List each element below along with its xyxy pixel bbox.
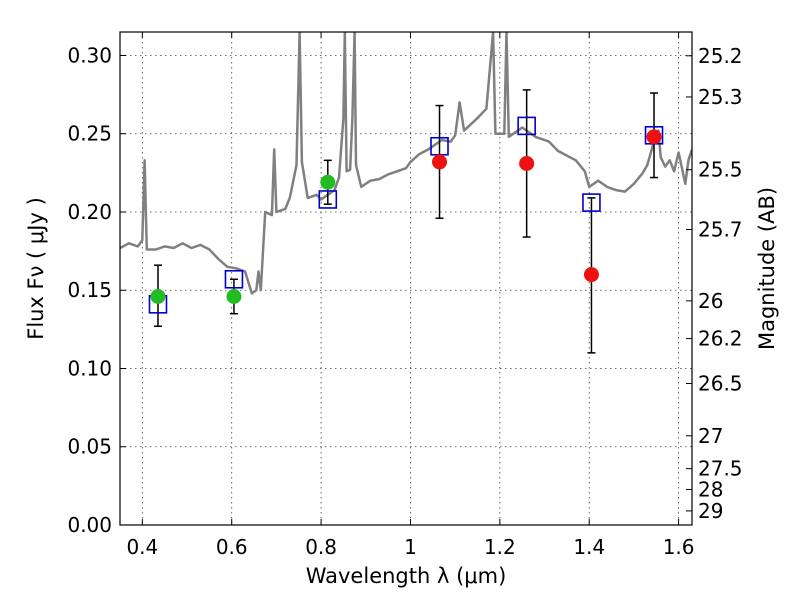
y2-tick-label: 25.2 — [698, 44, 743, 68]
optical-detection-point — [320, 174, 336, 190]
y-tick-label: 0.15 — [67, 278, 112, 302]
model-photometry-square — [517, 116, 536, 136]
y-tick-label: 0.10 — [67, 356, 112, 380]
y2-tick-label: 26.5 — [698, 372, 743, 396]
x-axis-label: Wavelength λ (μm) — [306, 564, 507, 588]
y-tick-label: 0.05 — [67, 435, 112, 459]
x-tick-label: 0.8 — [305, 535, 337, 559]
model-photometry-square — [318, 190, 338, 209]
y-axis-label: Flux Fν ( μJy ) — [24, 197, 48, 340]
x-tick-label: 1.2 — [484, 535, 516, 559]
axis-ticks: 0.4 0.6 0.8 1 1.2 1.4 1.6 0.00 0.05 0.10 0.15 0.20 0… — [67, 32, 743, 559]
x-tick-label: 0.6 — [216, 535, 248, 559]
x-tick-label: 1 — [404, 535, 417, 559]
near-ir-detection-point — [519, 155, 535, 171]
error-bars — [153, 89, 659, 354]
detections-series — [150, 129, 662, 304]
y2-tick-label: 27 — [698, 424, 723, 448]
y-tick-label: 0.20 — [67, 200, 112, 224]
near-ir-detection-point — [432, 154, 448, 170]
model-photometry-series — [148, 116, 664, 314]
y-tick-label: 0.25 — [67, 122, 112, 146]
y2-tick-label: 26.2 — [698, 327, 743, 351]
model-photometry-square — [224, 269, 244, 289]
y2-tick-label: 25.5 — [698, 158, 743, 182]
spectrum-line — [120, 32, 692, 295]
y-tick-label: 0.00 — [67, 513, 112, 537]
y2-axis-label: Magnitude (AB) — [755, 187, 779, 350]
x-tick-label: 0.4 — [126, 535, 158, 559]
y2-tick-label: 25.7 — [698, 218, 743, 242]
y2-tick-label: 28 — [698, 477, 723, 501]
x-tick-label: 1.6 — [663, 535, 695, 559]
optical-detection-point — [150, 288, 166, 304]
y-tick-label: 0.30 — [67, 43, 112, 67]
plot-frame — [119, 31, 693, 526]
x-tick-label: 1.4 — [573, 535, 605, 559]
y2-tick-label: 29 — [698, 499, 723, 523]
y2-tick-label: 27.5 — [698, 457, 743, 481]
model-photometry-square — [582, 193, 601, 212]
optical-detection-point — [226, 288, 242, 304]
spectrum-series — [120, 32, 692, 295]
y2-tick-label: 26 — [698, 289, 723, 313]
grid-lines — [120, 32, 692, 525]
y2-tick-label: 25.3 — [698, 85, 743, 109]
near-ir-detection-point — [646, 129, 662, 145]
near-ir-detection-point — [583, 267, 599, 283]
